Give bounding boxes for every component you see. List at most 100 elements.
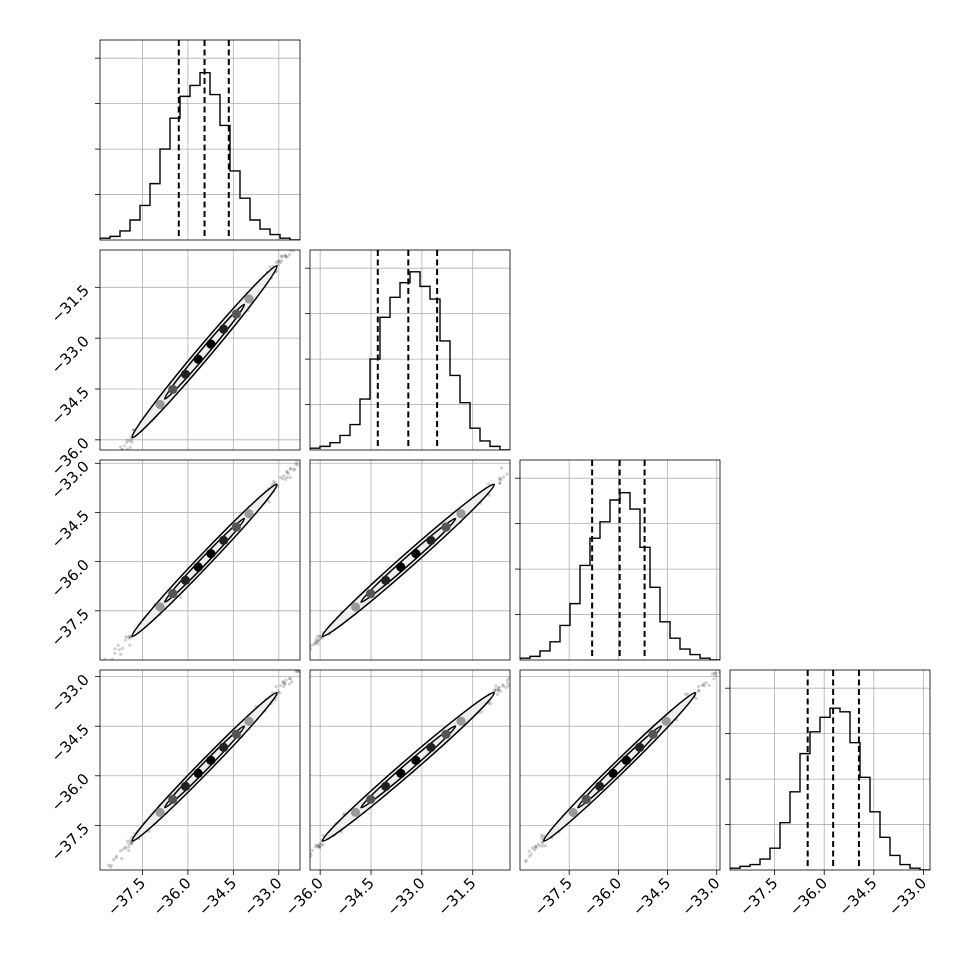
scatter-point xyxy=(554,638,557,641)
scatter-point xyxy=(286,472,290,476)
scatter-point xyxy=(694,696,698,701)
scatter-point xyxy=(126,842,131,846)
scatter-point xyxy=(303,652,306,655)
scatter-point xyxy=(314,845,318,849)
scatter-point xyxy=(282,682,287,686)
scatter-point xyxy=(105,664,108,667)
scatter-point xyxy=(697,689,701,693)
scatter-point xyxy=(506,684,510,688)
scatter-point xyxy=(105,662,108,665)
scatter-point xyxy=(701,682,706,686)
scatter-point xyxy=(487,493,491,497)
scatter-point xyxy=(298,859,301,862)
scatter-point xyxy=(112,457,115,460)
scatter-point xyxy=(536,445,539,448)
scatter-point xyxy=(300,855,303,858)
scatter-point xyxy=(702,684,706,688)
scatter-point xyxy=(302,858,305,861)
scatter-point xyxy=(290,864,293,867)
scatter-point xyxy=(306,645,309,648)
scatter-point xyxy=(301,655,304,658)
density-cell xyxy=(231,522,241,532)
scatter-point xyxy=(124,635,128,639)
contour-outer-1-0 xyxy=(131,264,278,439)
scatter-point xyxy=(685,692,690,697)
scatter-point xyxy=(516,870,519,873)
scatter-point xyxy=(291,250,295,253)
x-tick-label-2-2: −34.5 xyxy=(629,874,674,919)
scatter-point xyxy=(11,574,14,577)
scatter-point xyxy=(127,845,131,849)
contour-fill-3-2 xyxy=(543,692,696,842)
scatter-point xyxy=(303,655,306,658)
scatter-point xyxy=(532,447,535,450)
scatter-point xyxy=(504,685,508,689)
scatter-point xyxy=(282,474,286,478)
scatter-point xyxy=(273,481,278,485)
scatter-point xyxy=(283,253,288,257)
y-tick-label-3-3: −37.5 xyxy=(48,819,93,864)
scatter-point xyxy=(519,666,522,669)
scatter-point xyxy=(302,648,305,651)
scatter-point xyxy=(527,849,531,853)
scatter-point xyxy=(128,634,132,638)
scatter-point xyxy=(540,840,544,844)
scatter-point xyxy=(321,833,325,837)
scatter-point xyxy=(88,882,91,885)
scatter-point xyxy=(294,654,297,657)
scatter-point xyxy=(81,490,84,493)
scatter-point xyxy=(336,198,339,201)
density-cell xyxy=(366,794,376,805)
x-tick-label-2-1: −36.0 xyxy=(580,874,625,919)
scatter-point xyxy=(540,836,544,840)
scatter-point xyxy=(732,654,735,657)
scatter-point xyxy=(130,440,134,444)
contour-inner-1-0 xyxy=(163,303,246,400)
panel-2-1 xyxy=(269,445,539,683)
x-tick-label-3-2: −34.5 xyxy=(835,874,880,919)
y-tick-label-3-0: −33.0 xyxy=(48,671,93,716)
scatter-point xyxy=(305,849,308,852)
scatter-point xyxy=(513,869,516,872)
scatter-point xyxy=(280,254,284,258)
scatter-point xyxy=(285,475,289,480)
scatter-point xyxy=(92,677,95,680)
scatter-point xyxy=(319,636,323,640)
scatter-point xyxy=(127,636,132,640)
scatter-point xyxy=(272,479,276,483)
panel-3-0: −33.0−34.5−36.0−37.5−37.5 −36.0 −34.5 −33.0 xyxy=(48,669,301,930)
scatter-point xyxy=(496,689,500,693)
scatter-point xyxy=(799,584,802,587)
density-cell xyxy=(168,384,178,394)
scatter-point xyxy=(288,475,292,480)
panel-frame-1-0 xyxy=(99,249,301,451)
scatter-point xyxy=(498,476,502,480)
contour-inner-3-1 xyxy=(360,725,457,809)
scatter-point xyxy=(295,670,299,674)
scatter-point xyxy=(288,467,293,471)
scatter-point xyxy=(125,440,129,444)
scatter-point xyxy=(119,445,123,449)
x-tick-label-0-2: −34.5 xyxy=(195,874,240,919)
scatter-point xyxy=(50,927,53,930)
x-tick-label-1-0: −36.0 xyxy=(282,874,327,919)
density-cell xyxy=(381,781,391,791)
scatter-point xyxy=(116,643,120,647)
scatter-point xyxy=(697,685,701,689)
scatter-point xyxy=(274,672,277,675)
scatter-point xyxy=(269,680,272,683)
density-cell xyxy=(193,768,203,778)
scatter-point xyxy=(294,670,298,673)
x-tick-label-2-3: −33.0 xyxy=(678,874,723,919)
density-cell xyxy=(155,807,165,818)
scatter-point xyxy=(321,843,325,847)
density-cell xyxy=(381,575,391,585)
scatter-point xyxy=(129,842,134,846)
scatter-point xyxy=(489,702,493,706)
scatter-point xyxy=(108,865,112,869)
scatter-point xyxy=(126,635,131,639)
density-cell xyxy=(411,549,421,559)
density-cell xyxy=(155,602,165,612)
scatter-point xyxy=(534,846,538,850)
density-cell xyxy=(193,354,203,364)
